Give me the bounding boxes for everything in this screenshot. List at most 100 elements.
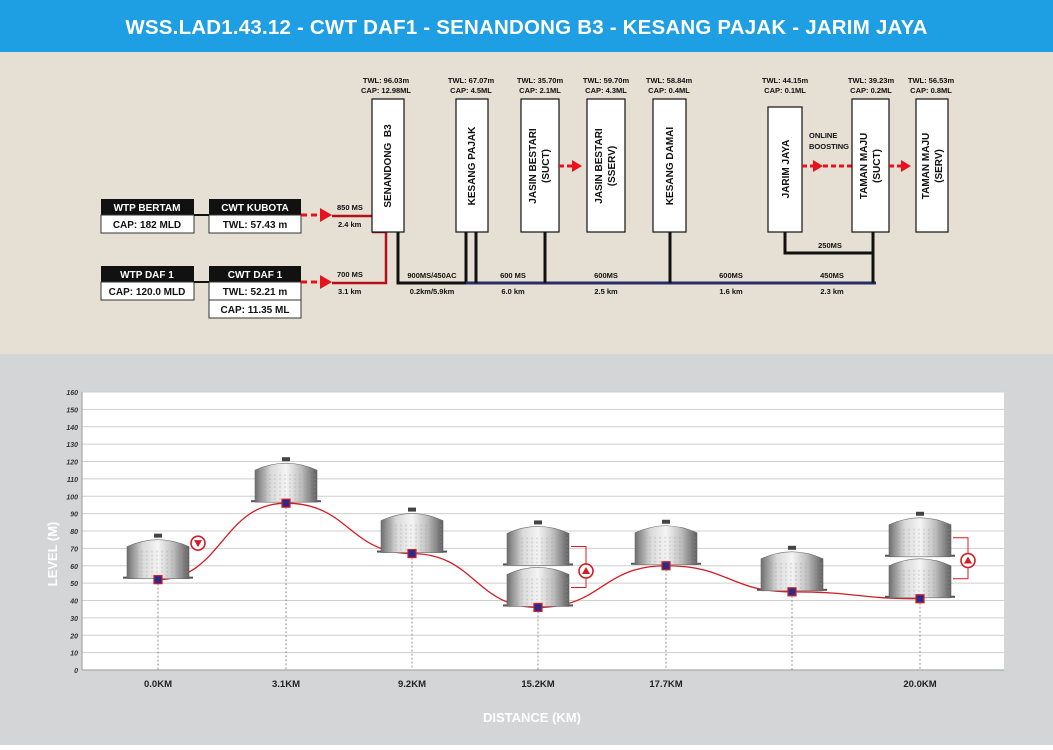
y-tick-label: 160 — [66, 390, 78, 397]
elevation-profile-chart: 0 10 20 30 40 50 60 70 80 90 100 110 120 130 140 150 160… — [0, 354, 1053, 745]
reservoir-kesang-damai[interactable]: TWL: 58.84m CAP: 0.4ML KESANG DAMAI — [646, 76, 693, 232]
reservoir-jasin-bestari-suct[interactable]: TWL: 35.70m CAP: 2.1ML JASIN BESTARI (SU… — [517, 76, 564, 232]
level-marker — [408, 550, 416, 558]
reservoir-name: TAMAN MAJU — [859, 133, 870, 199]
y-tick-label: 10 — [70, 651, 78, 658]
cwt-twl: TWL: 52.21 m — [223, 287, 288, 298]
pipe-length: 6.0 km — [501, 287, 525, 296]
level-marker — [534, 603, 542, 611]
y-tick-label: 140 — [66, 425, 78, 432]
level-marker — [916, 595, 924, 603]
reservoir-name: JASIN BESTARI — [594, 128, 605, 204]
reservoir-cap: CAP: 0.4ML — [648, 86, 690, 95]
y-tick-label: 20 — [69, 633, 78, 640]
cwt-cap: CAP: 11.35 ML — [221, 305, 290, 316]
reservoir-taman-maju-suct[interactable]: TWL: 39.23m CAP: 0.2ML TAMAN MAJU (SUCT) — [848, 76, 895, 232]
y-tick-label: 0 — [74, 668, 78, 675]
online-boosting-label: ONLINE — [809, 131, 837, 140]
reservoir-jasin-bestari-sserv[interactable]: TWL: 59.70m CAP: 4.3ML JASIN BESTARI (SS… — [583, 76, 630, 232]
pipe-size: 600MS — [594, 271, 618, 280]
reservoir-cap: CAP: 0.1ML — [764, 86, 806, 95]
pump-icon — [191, 536, 205, 550]
pipe-length: 1.6 km — [719, 287, 743, 296]
reservoir-name: TAMAN MAJU — [921, 133, 932, 199]
page-title: WSS.LAD1.43.12 - CWT DAF1 - SENANDONG B3… — [0, 0, 1053, 52]
cwt-name: CWT DAF 1 — [228, 270, 283, 281]
cwt-name: CWT KUBOTA — [221, 203, 289, 214]
reservoir-twl: TWL: 67.07m — [448, 76, 495, 85]
reservoir-taman-maju-serv[interactable]: TWL: 56.53m CAP: 0.8ML TAMAN MAJU (SERV) — [908, 76, 955, 232]
pipe-size: 850 MS — [337, 203, 363, 212]
reservoir-kesang-pajak[interactable]: TWL: 67.07m CAP: 4.5ML KESANG PAJAK — [448, 76, 495, 232]
pipe-size: 600MS — [719, 271, 743, 280]
y-tick-label: 150 — [66, 407, 78, 414]
pipe-size: 250MS — [818, 241, 842, 250]
reservoir-twl: TWL: 44.15m — [762, 76, 809, 85]
x-tick-labels: 0.0KM 3.1KM 9.2KM 15.2KM 17.7KM 20.0KM — [144, 679, 937, 690]
pump-icon — [901, 160, 911, 172]
pipe-size: 900MS/450AC — [407, 271, 457, 280]
reservoir-name-suffix: (SUCT) — [541, 149, 552, 183]
x-axis-label: DISTANCE (KM) — [483, 710, 581, 725]
pump-icon — [813, 160, 823, 172]
level-marker — [154, 576, 162, 584]
y-tick-label: 130 — [66, 442, 78, 449]
level-marker — [282, 499, 290, 507]
reservoir-twl: TWL: 56.53m — [908, 76, 955, 85]
x-tick-label: 0.0KM — [144, 679, 172, 690]
reservoir-name-suffix: (SERV) — [934, 149, 945, 183]
y-tick-label: 40 — [69, 599, 78, 606]
pump-icon — [961, 554, 975, 568]
x-tick-label: 9.2KM — [398, 679, 426, 690]
y-tick-label: 90 — [70, 512, 78, 519]
y-tick-label: 70 — [70, 546, 78, 553]
source-wtp-bertam[interactable]: WTP BERTAM CAP: 182 MLD — [101, 199, 194, 233]
reservoir-cap: CAP: 12.98ML — [361, 86, 411, 95]
x-tick-label: 17.7KM — [649, 679, 682, 690]
online-boosting-label: BOOSTING — [809, 142, 849, 151]
pipe-length: 3.1 km — [338, 287, 362, 296]
y-axis-label: LEVEL (M) — [45, 522, 60, 587]
reservoir-cap: CAP: 0.8ML — [910, 86, 952, 95]
reservoir-name: KESANG DAMAI — [665, 127, 676, 206]
cwt-daf1[interactable]: CWT DAF 1 TWL: 52.21 m CAP: 11.35 ML — [209, 266, 301, 318]
pipe-size: 600 MS — [500, 271, 526, 280]
pump-icon — [320, 208, 332, 222]
source-name: WTP BERTAM — [114, 203, 181, 214]
reservoir-cap: CAP: 4.3ML — [585, 86, 627, 95]
pipe-length: 2.4 km — [338, 220, 362, 229]
reservoir-name: JASIN BESTARI — [528, 128, 539, 204]
y-tick-label: 120 — [66, 460, 78, 467]
elevation-profile-panel: 0 10 20 30 40 50 60 70 80 90 100 110 120 130 140 150 160… — [0, 354, 1053, 745]
pipe-size: 700 MS — [337, 270, 363, 279]
pipe-length: 2.5 km — [594, 287, 618, 296]
level-marker — [788, 588, 796, 596]
reservoir-twl: TWL: 39.23m — [848, 76, 895, 85]
reservoir-name-suffix: (SUCT) — [872, 149, 883, 183]
reservoir-name: SENANDONG B3 — [383, 124, 394, 208]
reservoir-jarim-jaya[interactable]: TWL: 44.15m CAP: 0.1ML JARIM JAYA — [762, 76, 809, 232]
source-cap: CAP: 182 MLD — [113, 220, 181, 231]
reservoir-name-suffix: (SSERV) — [607, 146, 618, 186]
y-tick-label: 80 — [70, 529, 78, 536]
cwt-kubota[interactable]: CWT KUBOTA TWL: 57.43 m — [209, 199, 301, 233]
x-tick-label: 3.1KM — [272, 679, 300, 690]
reservoir-cap: CAP: 0.2ML — [850, 86, 892, 95]
y-tick-label: 50 — [70, 581, 78, 588]
reservoir-senandong-b3[interactable]: TWL: 96.03m CAP: 12.98ML SENANDONG B3 — [361, 76, 411, 232]
reservoir-twl: TWL: 59.70m — [583, 76, 630, 85]
source-wtp-daf1[interactable]: WTP DAF 1 CAP: 120.0 MLD — [101, 266, 194, 300]
level-marker — [662, 562, 670, 570]
reservoir-cap: CAP: 4.5ML — [450, 86, 492, 95]
reservoir-twl: TWL: 35.70m — [517, 76, 564, 85]
reservoir-name: KESANG PAJAK — [467, 126, 478, 205]
y-tick-labels: 0 10 20 30 40 50 60 70 80 90 100 110 120 130 140 150 160 — [66, 390, 78, 675]
y-tick-label: 110 — [67, 477, 78, 484]
x-tick-label: 20.0KM — [903, 679, 936, 690]
pipe-length: 0.2km/5.9km — [410, 287, 455, 296]
y-tick-label: 60 — [70, 564, 78, 571]
pipe-size: 450MS — [820, 271, 844, 280]
schematic-panel: WTP BERTAM CAP: 182 MLD CWT KUBOTA TWL: … — [0, 52, 1053, 354]
reservoir-twl: TWL: 58.84m — [646, 76, 693, 85]
y-tick-label: 100 — [66, 494, 78, 501]
